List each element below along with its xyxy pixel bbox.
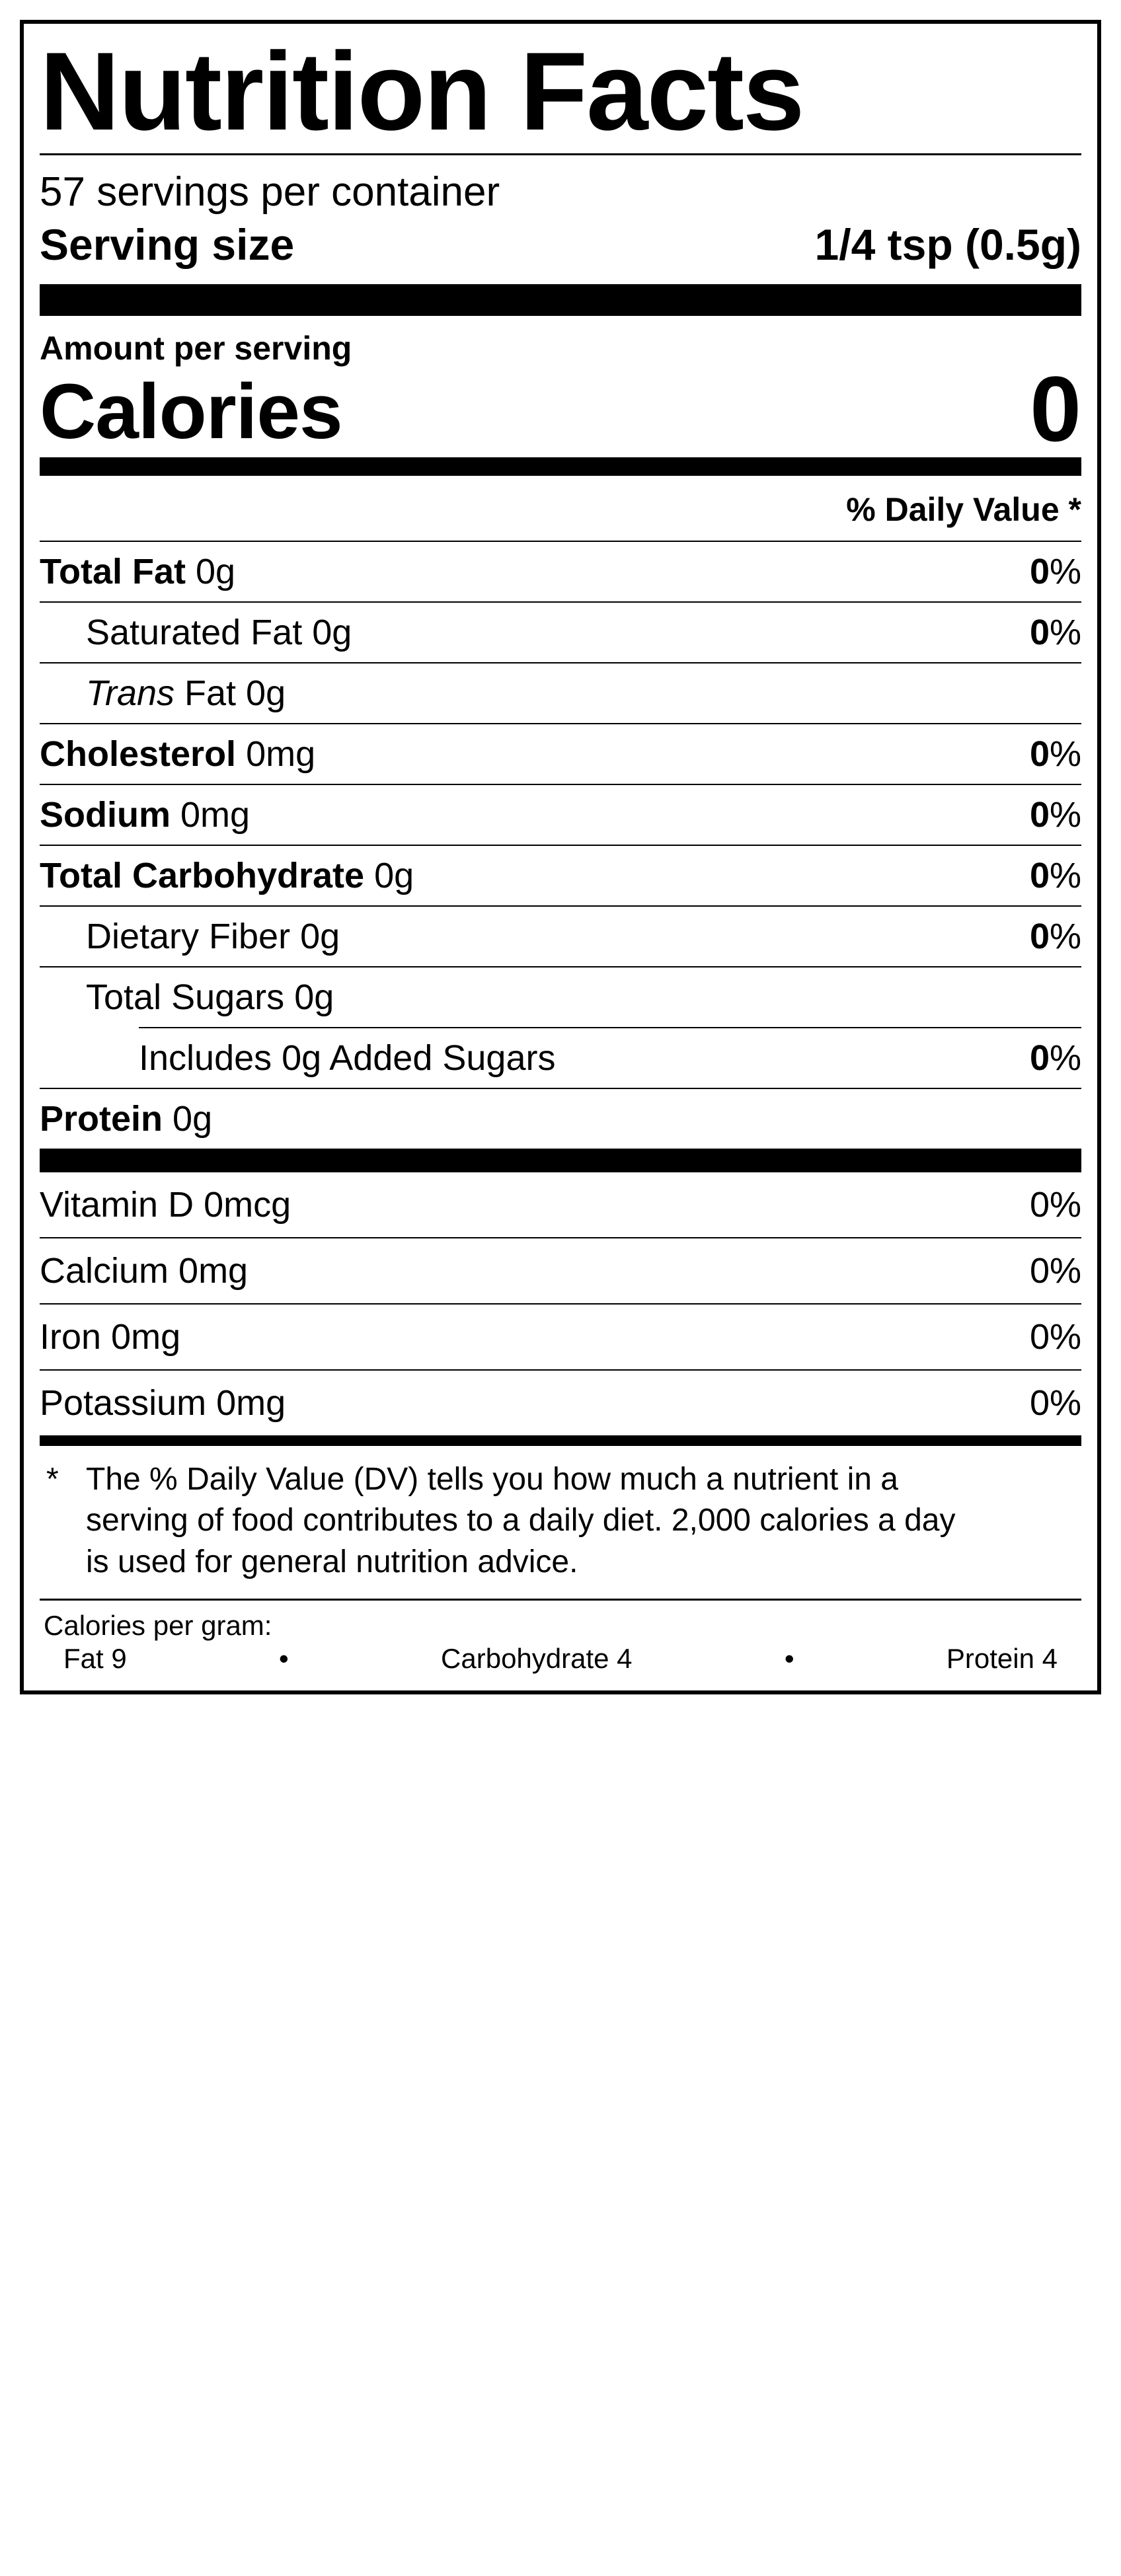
- row-sodium: Sodium 0mg 0%: [40, 784, 1081, 845]
- row-added-sugars: Includes 0g Added Sugars 0%: [40, 1028, 1081, 1088]
- row-protein: Protein 0g: [40, 1088, 1081, 1149]
- nutrition-label: Nutrition Facts 57 servings per containe…: [20, 20, 1101, 1694]
- footnote: * The % Daily Value (DV) tells you how m…: [40, 1446, 1081, 1599]
- nutrient-dv: 0%: [1030, 1038, 1081, 1079]
- thick-bar: [40, 1149, 1081, 1172]
- calories-per-gram: Calories per gram: Fat 9 • Carbohydrate …: [40, 1601, 1081, 1684]
- nutrient-dv: 0%: [1030, 855, 1081, 896]
- nutrient-dv: 0%: [1030, 794, 1081, 835]
- daily-value-header: % Daily Value *: [40, 490, 1081, 529]
- nutrient-name: Cholesterol 0mg: [40, 734, 315, 775]
- amount-per-serving: Amount per serving: [40, 329, 1081, 367]
- cpg-row: Fat 9 • Carbohydrate 4 • Protein 4: [44, 1643, 1077, 1681]
- slim-bar: [40, 1435, 1081, 1446]
- vitamin-name: Vitamin D 0mcg: [40, 1184, 291, 1225]
- footnote-text: The % Daily Value (DV) tells you how muc…: [86, 1459, 1075, 1583]
- servings-per-container: 57 servings per container: [40, 169, 1081, 215]
- nutrient-name: Saturated Fat 0g: [86, 612, 352, 653]
- nutrient-dv: 0%: [1030, 551, 1081, 592]
- calories-value: 0: [1030, 367, 1081, 451]
- cpg-carb: Carbohydrate 4: [441, 1643, 633, 1675]
- serving-size-row: Serving size 1/4 tsp (0.5g): [40, 219, 1081, 270]
- row-vitamin-d: Vitamin D 0mcg 0%: [40, 1172, 1081, 1237]
- row-dietary-fiber: Dietary Fiber 0g 0%: [40, 905, 1081, 966]
- nutrient-dv: 0%: [1030, 734, 1081, 775]
- nutrient-name: Trans Fat 0g: [86, 673, 286, 714]
- nutrient-name: Total Fat 0g: [40, 551, 235, 592]
- vitamin-dv: 0%: [1030, 1383, 1081, 1423]
- vitamin-dv: 0%: [1030, 1250, 1081, 1291]
- nutrient-name: Sodium 0mg: [40, 794, 250, 835]
- serving-size-value: 1/4 tsp (0.5g): [815, 219, 1081, 270]
- rule: [40, 153, 1081, 155]
- serving-size-label: Serving size: [40, 219, 294, 270]
- vitamin-name: Calcium 0mg: [40, 1250, 248, 1291]
- cpg-title: Calories per gram:: [44, 1610, 1077, 1642]
- row-calcium: Calcium 0mg 0%: [40, 1237, 1081, 1303]
- row-total-sugars: Total Sugars 0g: [40, 966, 1081, 1027]
- cpg-fat: Fat 9: [63, 1643, 127, 1675]
- nutrient-dv: 0%: [1030, 916, 1081, 957]
- vitamin-dv: 0%: [1030, 1184, 1081, 1225]
- nutrient-name: Total Sugars 0g: [86, 977, 334, 1018]
- row-trans-fat: Trans Fat 0g: [40, 662, 1081, 723]
- nutrient-name: Total Carbohydrate 0g: [40, 855, 414, 896]
- row-saturated-fat: Saturated Fat 0g 0%: [40, 601, 1081, 662]
- label-title: Nutrition Facts: [40, 36, 1081, 147]
- vitamin-name: Iron 0mg: [40, 1316, 180, 1357]
- medium-bar: [40, 457, 1081, 476]
- row-potassium: Potassium 0mg 0%: [40, 1369, 1081, 1435]
- calories-label: Calories: [40, 373, 342, 451]
- nutrient-dv: 0%: [1030, 612, 1081, 653]
- row-total-fat: Total Fat 0g 0%: [40, 541, 1081, 601]
- row-total-carb: Total Carbohydrate 0g 0%: [40, 845, 1081, 905]
- vitamin-name: Potassium 0mg: [40, 1383, 286, 1423]
- nutrient-name: Dietary Fiber 0g: [86, 916, 340, 957]
- row-iron: Iron 0mg 0%: [40, 1303, 1081, 1369]
- footnote-star: *: [46, 1459, 86, 1583]
- calories-row: Calories 0: [40, 367, 1081, 451]
- vitamin-dv: 0%: [1030, 1316, 1081, 1357]
- row-cholesterol: Cholesterol 0mg 0%: [40, 723, 1081, 784]
- cpg-protein: Protein 4: [947, 1643, 1058, 1675]
- bullet-icon: •: [785, 1645, 794, 1673]
- thick-bar: [40, 284, 1081, 316]
- nutrient-name: Protein 0g: [40, 1098, 212, 1139]
- bullet-icon: •: [279, 1645, 289, 1673]
- nutrient-name: Includes 0g Added Sugars: [139, 1038, 555, 1079]
